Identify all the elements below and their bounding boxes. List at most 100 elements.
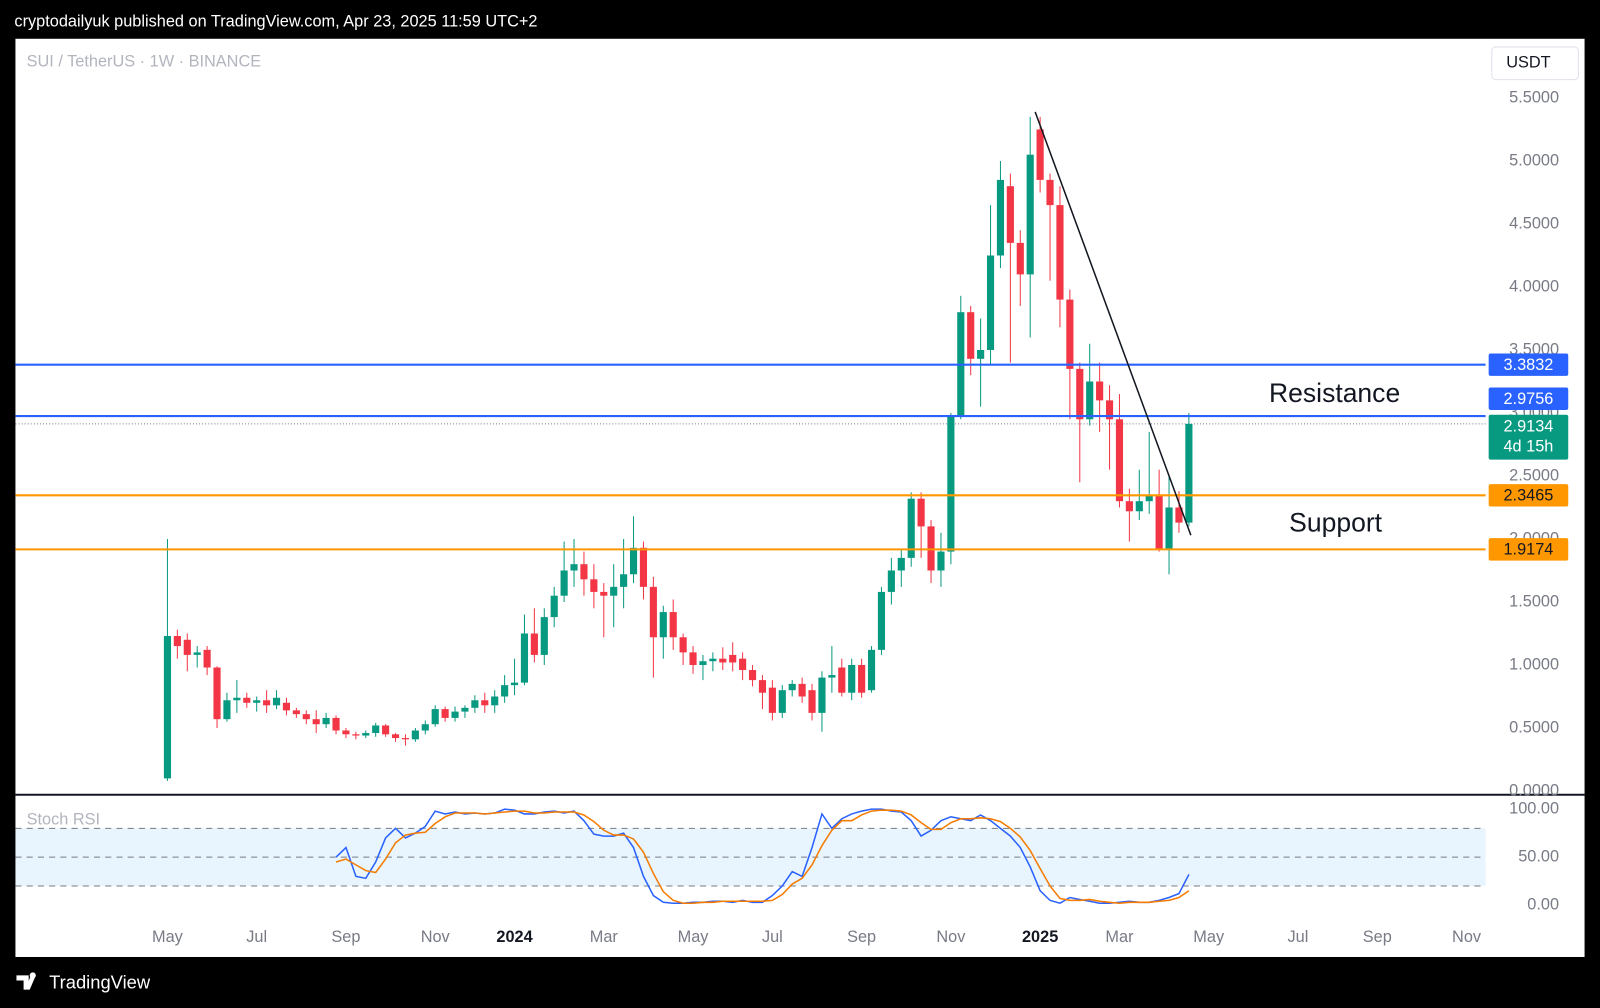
symbol-title: SUI / TetherUS · 1W · BINANCE [27,53,262,71]
countdown-label: 4d 15h [1504,438,1554,456]
candle-body [937,551,945,571]
candle-body [808,690,816,713]
y-tick-label: 5.0000 [1509,151,1559,169]
candle-body [629,547,638,575]
candle-body [540,617,548,655]
candle-body [1056,205,1064,300]
candle-body [441,709,449,718]
candle-body [173,636,181,647]
candle-body [1185,423,1193,523]
candle-body [996,179,1005,256]
annotation: Support [1289,507,1383,537]
candle-body [451,711,459,718]
level-tag-label: 3.3832 [1504,356,1554,374]
candle-body [471,700,479,708]
candle-body [709,658,717,662]
candle-body [818,677,826,713]
x-tick-label: 2025 [1022,928,1058,946]
candle-body [362,733,370,736]
candle-body [739,658,747,671]
x-tick-label: May [1193,928,1225,946]
x-tick-label: May [678,928,710,946]
candle-body [1026,154,1034,275]
candle-body [986,255,995,350]
stoch-line [335,809,1190,904]
level-tag [1488,353,1569,376]
candle-body [163,636,172,779]
candle-body [510,682,519,686]
candle-body [322,717,330,725]
candle-body [887,570,895,592]
candle-body [372,725,380,734]
candle-body [947,415,955,552]
candle-body [877,591,886,650]
y-tick-label: 1.5000 [1509,592,1559,610]
candle-body [223,700,231,720]
level-tag-label: 2.9756 [1504,390,1554,408]
candle-body [1076,368,1084,420]
candle-body [867,649,876,691]
candle-body [1086,381,1094,420]
y-tick-label: 1.0000 [1509,655,1559,673]
candle-body [342,730,350,735]
footer-brand: TradingView [49,971,151,992]
candle-body [550,595,558,618]
candle-body [1046,179,1054,206]
candle-body [679,637,687,653]
candle-body [213,667,221,720]
candle-body [1135,501,1143,512]
candle-body [669,612,677,638]
logo-mark [16,972,36,990]
candle-body [382,725,390,735]
x-tick-label: Mar [590,928,619,946]
x-tick-label: May [152,928,184,946]
trendline [1034,111,1192,536]
level-tag [1488,538,1569,561]
candle-body [1016,242,1024,275]
candle-body [243,697,251,703]
candle-body [352,734,360,736]
candle-body [560,570,568,596]
candle-body [590,579,598,592]
last-price-label: 2.9134 [1504,417,1554,435]
candle-body [332,717,340,731]
candle-body [253,700,261,703]
candle-body [302,714,310,720]
annotation: Resistance [1269,378,1400,408]
candle-body [967,312,975,359]
level-tag [1488,484,1569,507]
candle-body [897,557,905,571]
candle-body [699,661,707,665]
candle-body [758,680,767,693]
x-tick-label: Jul [762,928,783,946]
candle-body [778,690,786,713]
stoch-tick-label: 100.00 [1509,799,1559,817]
candle-body [768,687,776,713]
candle-body [1165,507,1173,550]
candle-body [1125,501,1133,512]
last-price-tag [1488,414,1569,460]
candle-body [1006,186,1014,243]
currency-button[interactable] [1491,46,1579,81]
y-tick-label: 4.5000 [1509,214,1559,232]
candle-body [977,349,985,359]
level-tag-label: 1.9174 [1504,541,1554,559]
candle-body [1155,494,1163,550]
level-tag [1488,387,1569,410]
stoch-tick-label: 0.00 [1527,895,1559,913]
y-tick-label: 2.5000 [1509,466,1559,484]
candle-body [501,685,509,697]
x-tick-label: Nov [936,928,966,946]
x-tick-label: Mar [1105,928,1134,946]
candle-body [233,697,241,701]
tv-logo [16,972,36,990]
x-tick-label: Sep [331,928,360,946]
candle-body [530,633,538,655]
candle-body [689,652,697,665]
candle-body [481,700,489,706]
candle-body [411,730,419,740]
x-tick-label: Jul [246,928,267,946]
candle-body [828,675,836,678]
x-tick-label: Nov [421,928,451,946]
